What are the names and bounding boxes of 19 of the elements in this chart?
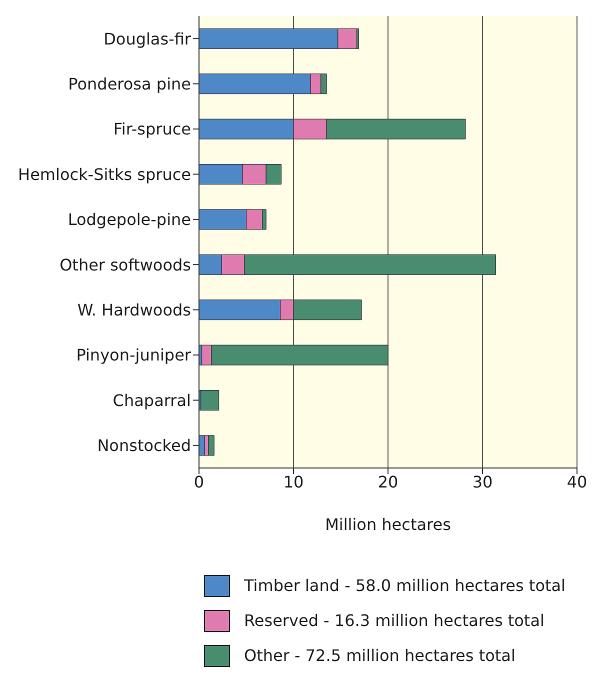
x-axis-title: Million hectares — [325, 515, 451, 534]
y-tick-label: Hemlock-Sitks spruce — [18, 164, 191, 184]
legend-label: Other - 72.5 million hectares total — [244, 646, 516, 665]
x-tick-label: 10 — [283, 472, 304, 492]
y-tick-label: Ponderosa pine — [68, 74, 191, 94]
y-tick-label: W. Hardwoods — [77, 300, 191, 320]
x-tick-label: 0 — [194, 472, 204, 492]
x-tick-label: 30 — [472, 472, 493, 492]
y-tick-label: Douglas-fir — [104, 29, 192, 48]
y-tick-label: Lodgepole-pine — [68, 210, 191, 230]
x-tick-label: 20 — [378, 472, 398, 492]
x-tick-label: 40 — [566, 472, 588, 492]
legend-label: Timber land - 58.0 million hectares total — [244, 576, 566, 595]
y-tick-label: Other softwoods — [60, 255, 191, 274]
legend-label: Reserved - 16.3 million hectares total — [244, 611, 544, 630]
y-tick-label: Chaparral — [112, 390, 191, 410]
y-tick-label: Pinyon-juniper — [76, 346, 192, 365]
y-tick-label: Fir-spruce — [113, 120, 191, 139]
y-tick-label: Nonstocked — [97, 436, 191, 456]
